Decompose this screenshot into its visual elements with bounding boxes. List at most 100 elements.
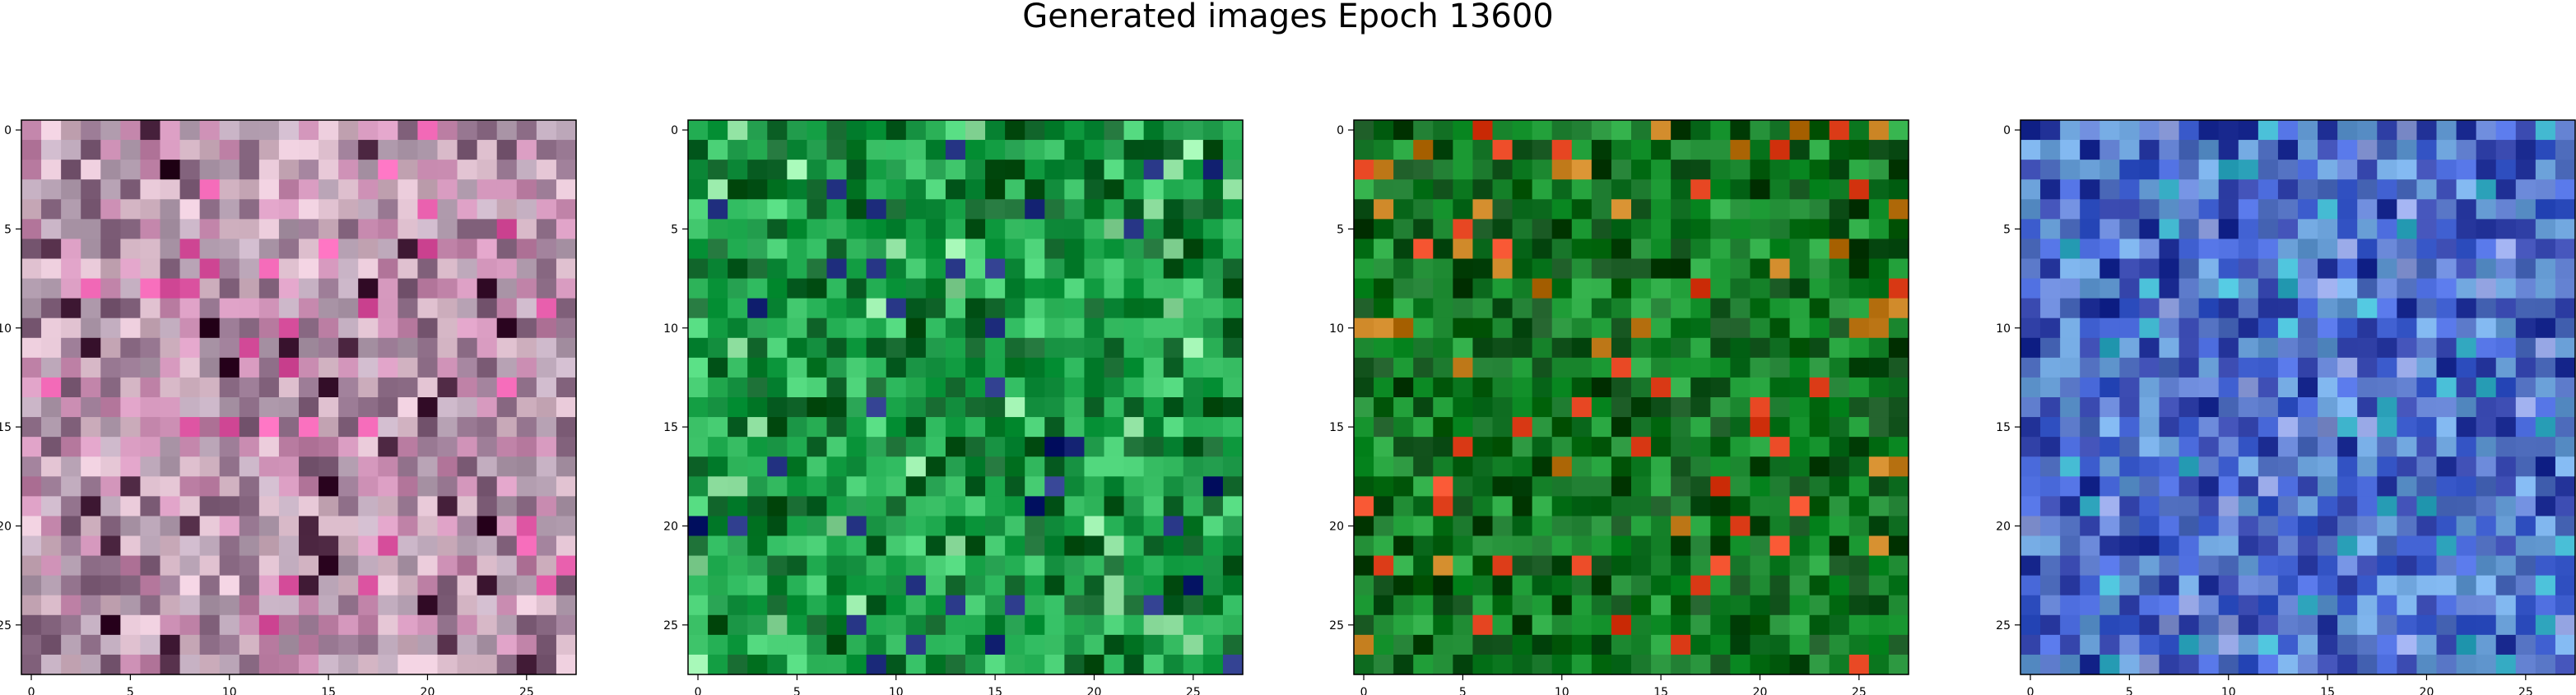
pixel-cell — [239, 239, 260, 260]
pixel-cell — [100, 258, 121, 280]
pixel-cell — [258, 298, 280, 319]
pixel-cell — [807, 377, 828, 398]
pixel-cell — [1005, 654, 1025, 675]
pixel-cell — [1183, 654, 1204, 675]
pixel-cell — [1888, 476, 1909, 497]
pixel-cell — [299, 239, 319, 260]
pixel-cell — [1591, 337, 1612, 359]
pixel-cell — [496, 555, 518, 577]
pixel-cell — [1848, 337, 1870, 359]
pixel-cell — [140, 555, 161, 577]
pixel-cell — [2218, 654, 2239, 675]
pixel-cell — [1492, 179, 1514, 200]
pixel-cell — [1433, 555, 1453, 577]
pixel-cell — [728, 239, 748, 260]
pixel-cell — [258, 120, 280, 141]
pixel-cell — [2060, 614, 2081, 636]
pixel-cell — [2198, 160, 2220, 180]
pixel-cell — [2119, 140, 2141, 160]
pixel-cell — [1354, 456, 1374, 477]
pixel-cell — [61, 219, 81, 240]
pixel-cell — [1183, 555, 1204, 577]
pixel-cell — [2337, 516, 2358, 537]
pixel-cell — [1750, 120, 1771, 141]
pixel-cell — [767, 160, 788, 180]
pixel-cell — [2476, 219, 2497, 240]
pixel-cell — [787, 575, 808, 596]
pixel-cell — [728, 298, 748, 319]
panel-frame — [2020, 119, 2576, 675]
pixel-cell — [1730, 535, 1751, 557]
pixel-cell — [1551, 535, 1573, 557]
pixel-cell — [299, 555, 319, 577]
pixel-cell — [1492, 575, 1514, 596]
pixel-cell — [378, 437, 398, 457]
pixel-cell — [1025, 417, 1045, 438]
pixel-cell — [140, 140, 161, 160]
pixel-cell — [688, 160, 709, 180]
pixel-cell — [2040, 337, 2061, 359]
pixel-cell — [767, 377, 788, 398]
pixel-cell — [708, 397, 728, 418]
x-tick-label: 0 — [695, 686, 702, 695]
pixel-cell — [477, 516, 498, 537]
pixel-cell — [2337, 397, 2358, 418]
pixel-cell — [1651, 634, 1672, 656]
pixel-cell — [1750, 377, 1771, 398]
pixel-cell — [2060, 120, 2081, 141]
x-tick-label: 0 — [2027, 686, 2034, 695]
pixel-cell — [905, 120, 927, 141]
pixel-cell — [2178, 555, 2200, 577]
pixel-cell — [1710, 120, 1731, 141]
pixel-cell — [1868, 337, 1890, 359]
pixel-cell — [536, 516, 557, 537]
pixel-cell — [925, 476, 946, 497]
pixel-cell — [219, 219, 240, 240]
pixel-cell — [2495, 575, 2517, 596]
pixel-cell — [1025, 397, 1045, 418]
pixel-cell — [747, 516, 768, 537]
pixel-cell — [1433, 317, 1453, 339]
pixel-cell — [21, 437, 42, 457]
pixel-cell — [41, 317, 62, 339]
pixel-cell — [1354, 397, 1374, 418]
pixel-cell — [886, 160, 907, 180]
pixel-cell — [1143, 535, 1165, 557]
pixel-cell — [219, 179, 240, 200]
pixel-cell — [1651, 575, 1672, 596]
pixel-cell — [747, 614, 768, 636]
pixel-cell — [1202, 258, 1224, 280]
pixel-cell — [2119, 654, 2141, 675]
pixel-cell — [2436, 120, 2457, 141]
pixel-cell — [1591, 199, 1612, 220]
pixel-cell — [1123, 258, 1145, 280]
pixel-cell — [1084, 179, 1105, 200]
pixel-cell — [1671, 219, 1691, 240]
pixel-cell — [2298, 614, 2318, 636]
pixel-cell — [1789, 140, 1811, 160]
pixel-cell — [2436, 140, 2457, 160]
pixel-cell — [965, 298, 986, 319]
pixel-cell — [1393, 595, 1414, 616]
pixel-cell — [1084, 456, 1105, 477]
pixel-cell — [846, 437, 867, 457]
pixel-cell — [886, 199, 907, 220]
pixel-cell — [945, 555, 966, 577]
y-tick-label: 20 — [0, 520, 12, 533]
pixel-cell — [866, 535, 887, 557]
pixel-cell — [81, 397, 101, 418]
pixel-cell — [1492, 535, 1514, 557]
pixel-cell — [985, 535, 1006, 557]
pixel-cell — [457, 258, 478, 280]
pixel-cell — [2377, 654, 2397, 675]
pixel-cell — [516, 160, 537, 180]
pixel-cell — [1671, 476, 1691, 497]
pixel-cell — [1789, 120, 1811, 141]
pixel-cell — [1809, 437, 1830, 457]
pixel-cell — [2119, 555, 2141, 577]
x-tick-label: 25 — [2518, 686, 2533, 695]
pixel-cell — [708, 219, 728, 240]
pixel-cell — [1512, 239, 1533, 260]
x-tick-label: 5 — [1459, 686, 1467, 695]
pixel-cell — [2198, 298, 2220, 319]
